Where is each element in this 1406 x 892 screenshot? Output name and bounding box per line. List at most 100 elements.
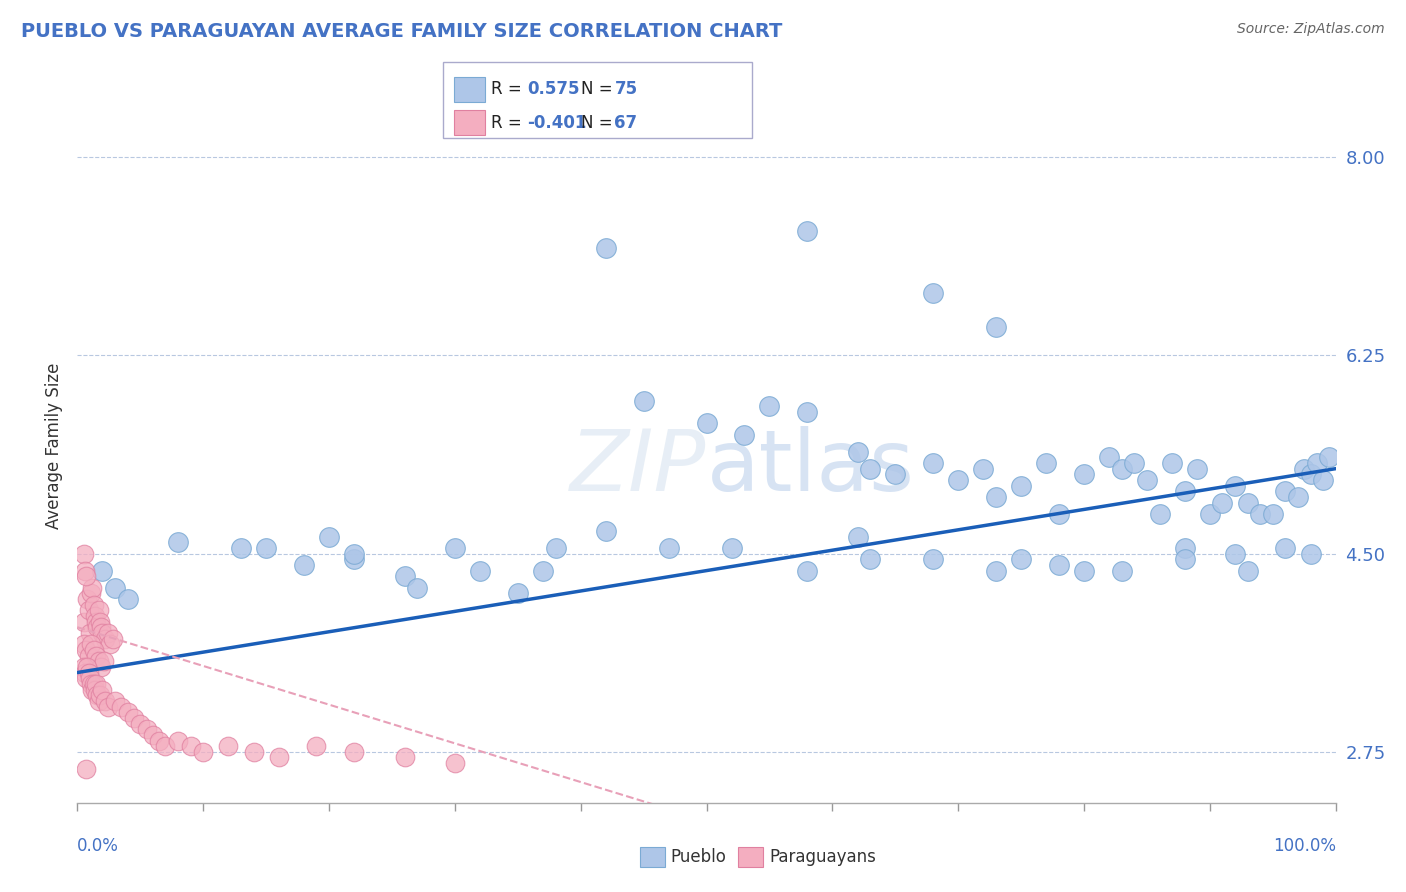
Point (96, 699, 118, 714)
Point (859, 461, 882, 475)
Point (758, 400, 780, 414)
Text: Paraguayans: Paraguayans (769, 848, 876, 866)
Point (91, 682, 114, 697)
Point (87, 654, 110, 668)
Point (394, 750, 416, 764)
Point (122, 711, 145, 725)
Point (77, 603, 100, 617)
Point (1223, 547, 1246, 561)
Point (83, 598, 105, 612)
Point (84, 648, 107, 663)
Point (1198, 507, 1220, 521)
Text: Source: ZipAtlas.com: Source: ZipAtlas.com (1237, 22, 1385, 37)
Point (1249, 507, 1271, 521)
Point (922, 286, 945, 301)
Point (343, 745, 366, 759)
Point (318, 530, 340, 544)
Point (91, 564, 114, 578)
Point (1035, 456, 1057, 470)
Point (406, 581, 429, 595)
Point (75, 569, 97, 583)
Point (506, 586, 529, 600)
Point (142, 728, 165, 742)
Point (984, 320, 1007, 334)
Point (1174, 484, 1197, 499)
Point (84, 682, 107, 697)
Point (254, 541, 277, 555)
Point (796, 564, 818, 578)
Point (75, 671, 97, 685)
Text: N =: N = (581, 114, 617, 132)
Point (292, 558, 315, 572)
Point (89, 615, 111, 629)
Point (82, 682, 104, 697)
Point (1136, 473, 1159, 487)
Point (1299, 547, 1322, 561)
Point (79, 671, 101, 685)
Point (1047, 558, 1070, 572)
Point (76, 660, 98, 674)
Point (1312, 473, 1334, 487)
Text: R =: R = (491, 80, 527, 98)
Point (72, 660, 94, 674)
Point (544, 541, 567, 555)
Point (1111, 461, 1133, 475)
Point (846, 444, 869, 458)
Point (101, 632, 124, 646)
Point (90, 660, 112, 674)
Point (135, 722, 157, 736)
Point (1073, 467, 1095, 482)
Point (96, 626, 118, 640)
Point (658, 541, 681, 555)
Point (1261, 507, 1284, 521)
Point (696, 417, 718, 431)
Point (859, 552, 882, 566)
Point (1149, 507, 1171, 521)
Point (733, 427, 755, 442)
Point (948, 473, 970, 487)
Text: ZIP: ZIP (571, 425, 707, 509)
Point (1123, 456, 1146, 470)
Point (148, 733, 170, 747)
Point (117, 705, 139, 719)
Point (110, 699, 132, 714)
Point (167, 535, 190, 549)
Point (80, 637, 103, 651)
Point (984, 490, 1007, 504)
Text: 0.0%: 0.0% (77, 837, 120, 855)
Point (75, 643, 97, 657)
Point (94, 694, 117, 708)
Point (1223, 478, 1246, 492)
Point (1319, 450, 1341, 465)
Point (72, 547, 94, 561)
Point (595, 524, 617, 538)
Point (86, 620, 108, 634)
Point (922, 456, 945, 470)
Point (73, 564, 96, 578)
Point (75, 762, 97, 776)
Point (229, 541, 252, 555)
Point (1299, 467, 1322, 482)
Point (94, 632, 117, 646)
Point (86, 688, 108, 702)
Point (1010, 552, 1032, 566)
Point (1047, 507, 1070, 521)
Point (72, 615, 94, 629)
Point (93, 654, 115, 668)
Point (444, 541, 467, 555)
Point (595, 241, 617, 255)
Point (72, 637, 94, 651)
Point (98, 637, 121, 651)
Point (305, 739, 328, 754)
Point (73, 665, 96, 680)
Point (922, 552, 945, 566)
Point (1111, 564, 1133, 578)
Text: N =: N = (581, 80, 617, 98)
Text: 100.0%: 100.0% (1272, 837, 1336, 855)
Point (984, 564, 1007, 578)
Point (1073, 564, 1095, 578)
Point (1294, 461, 1316, 475)
Point (1010, 478, 1032, 492)
Point (84, 615, 107, 629)
Point (468, 564, 491, 578)
